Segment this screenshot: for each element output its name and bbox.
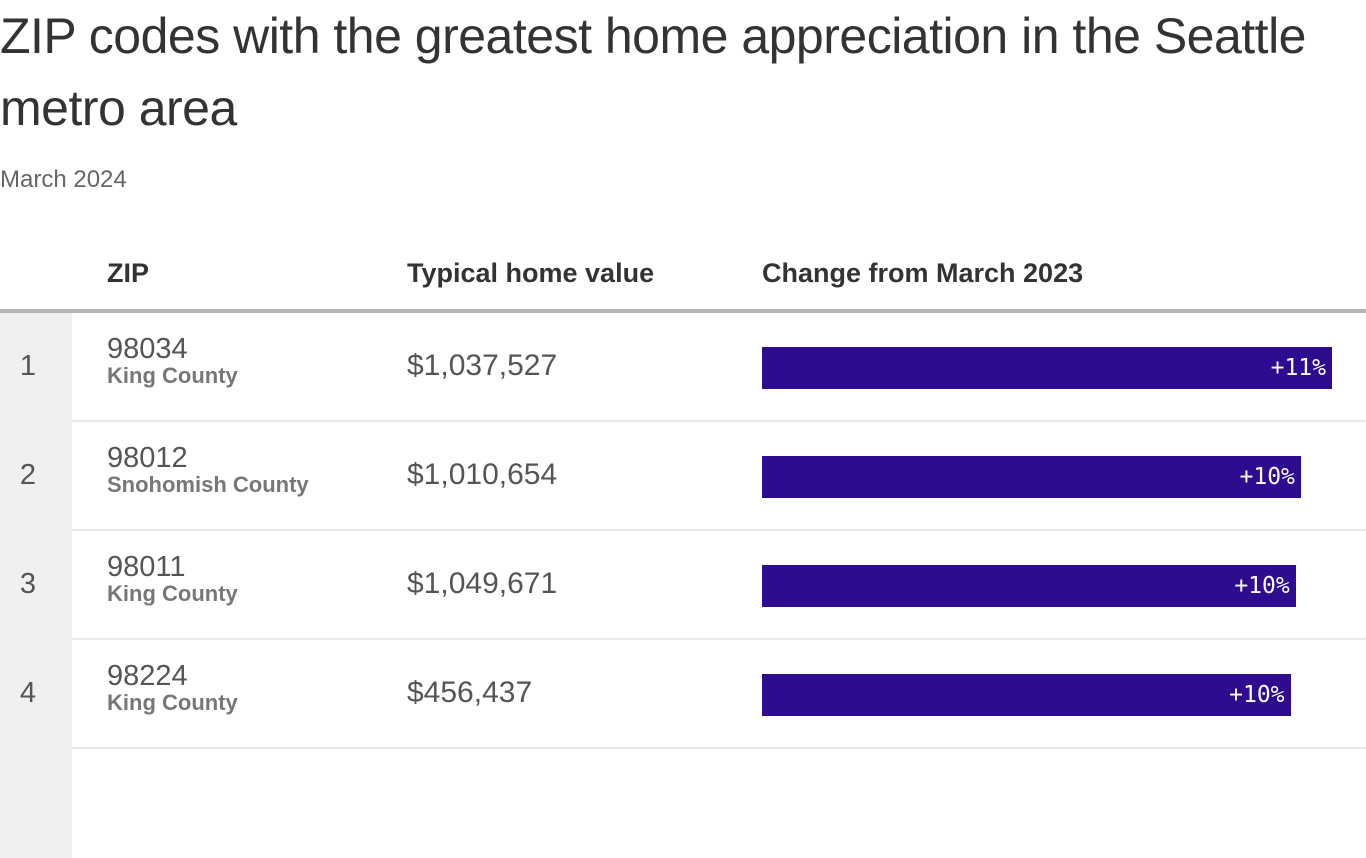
change-label: +10% [1234,573,1290,599]
zip-code: 98034 [107,333,188,365]
rank-cell: 4 [0,640,72,749]
rank-cell: 2 [0,422,72,531]
rank-cell [0,749,72,858]
row [0,749,1366,858]
home-value: $1,010,654 [407,458,558,491]
header-rule [0,309,1366,313]
change-bar: +10% [762,456,1301,498]
change-bar: +10% [762,674,1291,716]
zip-code: 98012 [107,442,188,474]
page: {"header": {"title": "ZIP codes with the… [0,8,1366,858]
row: 4 98224 King County $456,437 +10% [0,640,1366,749]
title: ZIP codes with the greatest home appreci… [0,8,1307,136]
column-header: Change from March 2023 [762,258,1084,288]
zip-code: 98224 [107,660,188,692]
row: 2 98012 Snohomish County $1,010,654 +10% [0,422,1366,531]
row: 1 98034 King County $1,037,527 +11% [0,313,1366,422]
home-value: $1,037,527 [407,349,558,382]
change-label: +11% [1270,355,1326,381]
home-value: $1,049,671 [407,567,558,600]
column-header: Typical home value [407,258,655,288]
change-label: +10% [1239,464,1295,490]
home-value: $456,437 [407,676,533,709]
rank-cell: 1 [0,313,72,422]
county: King County [107,581,238,606]
column-header: ZIP [107,258,150,288]
change-bar: +10% [762,565,1296,607]
zip-code: 98011 [107,551,186,583]
change-label: +10% [1229,682,1285,708]
rank-cell: 3 [0,531,72,640]
row: 3 98011 King County $1,049,671 +10% [0,531,1366,640]
county: Snohomish County [107,472,309,497]
subtitle: March 2024 [0,166,127,193]
change-bar: +11% [762,347,1332,389]
county: King County [107,690,238,715]
county: King County [107,363,238,388]
